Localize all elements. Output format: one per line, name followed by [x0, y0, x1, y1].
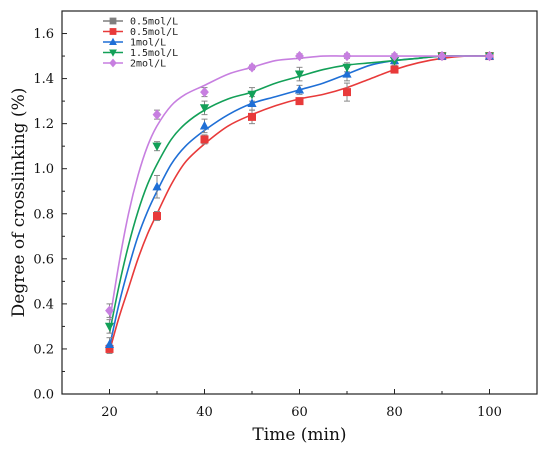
- x-tick-label: 20: [101, 405, 118, 420]
- data-point: [485, 50, 494, 62]
- data-point: [294, 84, 305, 94]
- y-tick-label: 1.6: [33, 27, 54, 42]
- data-point: [247, 98, 257, 107]
- y-tick-label: 0.2: [33, 342, 54, 357]
- data-point: [437, 50, 447, 62]
- y-tick-label: 0.6: [33, 252, 54, 267]
- data-point: [342, 50, 352, 62]
- data-point: [104, 339, 115, 349]
- data-point: [152, 181, 162, 191]
- legend-label: 0.5mol/L: [130, 27, 178, 38]
- data-point: [389, 56, 400, 66]
- data-point: [247, 62, 257, 73]
- y-tick-label: 0.0: [33, 388, 54, 403]
- data-point: [295, 50, 304, 62]
- data-point: [248, 112, 256, 121]
- x-tick-label: 40: [196, 405, 213, 420]
- data-point: [104, 322, 115, 332]
- y-tick-label: 0.4: [33, 297, 54, 312]
- fit-curve: [108, 55, 490, 323]
- y-tick-label: 1.4: [33, 72, 54, 87]
- x-tick-label: 80: [386, 405, 403, 420]
- data-point: [200, 86, 209, 98]
- data-point: [295, 97, 304, 106]
- legend-marker: [109, 37, 117, 46]
- data-point: [200, 135, 209, 144]
- data-point: [153, 212, 161, 221]
- x-tick-label: 100: [477, 405, 502, 420]
- data-point: [152, 109, 162, 120]
- data-point: [199, 120, 210, 130]
- y-axis-title: Degree of crosslinking (%): [9, 88, 29, 318]
- legend-label: 1.5mol/L: [130, 48, 178, 59]
- data-point: [342, 63, 352, 73]
- data-markers: [104, 50, 495, 353]
- legend-marker: [109, 28, 117, 35]
- data-point: [390, 65, 399, 74]
- data-point: [343, 88, 351, 97]
- legend-marker: [109, 58, 117, 68]
- legend-label: 1mol/L: [130, 38, 166, 49]
- data-point: [294, 70, 305, 80]
- legend-label: 0.5mol/L: [130, 17, 178, 28]
- data-point: [342, 69, 352, 78]
- axis-ticks: 20 40 60 80 100 0.0 0.2 0.4 0.6 0.8 1.0 1.2 1.4 1.6: [33, 10, 502, 420]
- data-point: [105, 344, 114, 353]
- legend-marker: [109, 17, 117, 25]
- data-point: [152, 142, 162, 152]
- y-tick-label: 0.8: [33, 207, 54, 222]
- legend-label: 2mol/L: [130, 59, 166, 70]
- x-tick-label: 60: [291, 405, 308, 420]
- data-point: [199, 104, 210, 113]
- y-tick-label: 1.2: [33, 117, 54, 132]
- y-tick-label: 1.0: [33, 162, 54, 177]
- legend-marker: [109, 49, 117, 57]
- x-axis-title: Time (min): [252, 425, 346, 445]
- data-point: [247, 90, 257, 100]
- data-point: [105, 305, 114, 316]
- data-point: [390, 50, 399, 62]
